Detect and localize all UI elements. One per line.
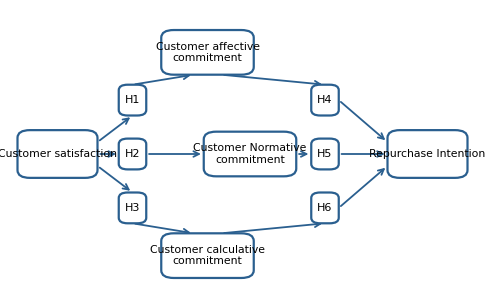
Text: H4: H4 <box>318 95 333 105</box>
FancyBboxPatch shape <box>311 192 339 223</box>
FancyBboxPatch shape <box>119 139 146 169</box>
Text: Customer affective
commitment: Customer affective commitment <box>156 42 260 63</box>
Text: H2: H2 <box>125 149 140 159</box>
Text: H6: H6 <box>318 203 332 213</box>
FancyBboxPatch shape <box>311 139 339 169</box>
Text: Repurchase Intention: Repurchase Intention <box>370 149 486 159</box>
FancyBboxPatch shape <box>18 130 98 178</box>
Text: Customer calculative
commitment: Customer calculative commitment <box>150 245 265 266</box>
Text: H5: H5 <box>318 149 332 159</box>
Text: H1: H1 <box>125 95 140 105</box>
FancyBboxPatch shape <box>119 192 146 223</box>
Text: H3: H3 <box>125 203 140 213</box>
FancyBboxPatch shape <box>161 30 254 75</box>
Text: Customer Normative
commitment: Customer Normative commitment <box>194 143 306 165</box>
Text: Customer satisfaction: Customer satisfaction <box>0 149 117 159</box>
FancyBboxPatch shape <box>204 132 296 176</box>
FancyBboxPatch shape <box>161 233 254 278</box>
FancyBboxPatch shape <box>119 85 146 116</box>
FancyBboxPatch shape <box>388 130 468 178</box>
FancyBboxPatch shape <box>311 85 339 116</box>
